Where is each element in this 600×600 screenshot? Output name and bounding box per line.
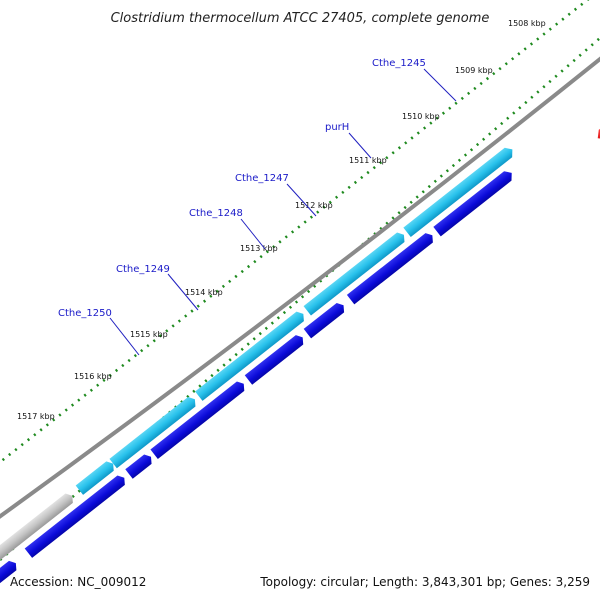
- gene-cthe-1245[interactable]: [403, 145, 516, 238]
- gene-label-cthe-1250[interactable]: Cthe_1250: [58, 308, 112, 319]
- reverse-track: [0, 168, 515, 600]
- gene-rev-4[interactable]: [150, 379, 247, 459]
- rrna-track: [594, 89, 600, 143]
- scale-label: 1512 kbp: [295, 201, 333, 210]
- gene-rev-6[interactable]: [303, 300, 348, 339]
- gene-label-purh[interactable]: purH: [325, 122, 349, 133]
- scale-label: 1508 kbp: [508, 19, 546, 28]
- gene-rev-7[interactable]: [346, 231, 436, 305]
- gene-cthe-1247[interactable]: [303, 230, 408, 316]
- gene-rrna[interactable]: [594, 89, 600, 143]
- gene-cthe-1249[interactable]: [109, 395, 198, 469]
- gene-cthe-1248[interactable]: [195, 309, 307, 401]
- outer-tick-row: [0, 0, 590, 464]
- scale-label: 1510 kbp: [402, 112, 440, 121]
- map-title: Clostridium thermocellum ATCC 27405, com…: [111, 11, 490, 26]
- scale-labels: 1508 kbp 1509 kbp 1510 kbp 1511 kbp 1512…: [17, 19, 546, 421]
- gene-rev-2[interactable]: [24, 473, 128, 558]
- gene-label-cthe-1249[interactable]: Cthe_1249: [116, 264, 170, 275]
- scale-label: 1516 kbp: [74, 372, 112, 381]
- scale-label: 1509 kbp: [455, 66, 493, 75]
- genome-summary-text: Topology: circular; Length: 3,843,301 bp…: [259, 575, 590, 589]
- accession-text: Accession: NC_009012: [10, 575, 146, 589]
- gene-labels: Cthe_1245 purH Cthe_1247 Cthe_1248 Cthe_…: [58, 58, 457, 356]
- forward-track: [0, 145, 516, 563]
- gene-grey[interactable]: [0, 491, 76, 563]
- scale-label: 1514 kbp: [185, 288, 223, 297]
- scale-label: 1515 kbp: [130, 330, 168, 339]
- genome-backbone: [0, 56, 600, 519]
- gene-label-cthe-1245[interactable]: Cthe_1245: [372, 58, 426, 69]
- scale-label: 1517 kbp: [17, 412, 55, 421]
- gene-label-cthe-1248[interactable]: Cthe_1248: [189, 208, 243, 219]
- gene-rev-3[interactable]: [125, 452, 154, 479]
- gene-label-cthe-1247[interactable]: Cthe_1247: [235, 173, 289, 184]
- scale-label: 1511 kbp: [349, 156, 387, 165]
- gene-cthe-1250[interactable]: [75, 459, 117, 495]
- scale-label: 1513 kbp: [240, 244, 278, 253]
- gene-rev-5[interactable]: [244, 333, 307, 385]
- gene-rev-8[interactable]: [433, 168, 515, 237]
